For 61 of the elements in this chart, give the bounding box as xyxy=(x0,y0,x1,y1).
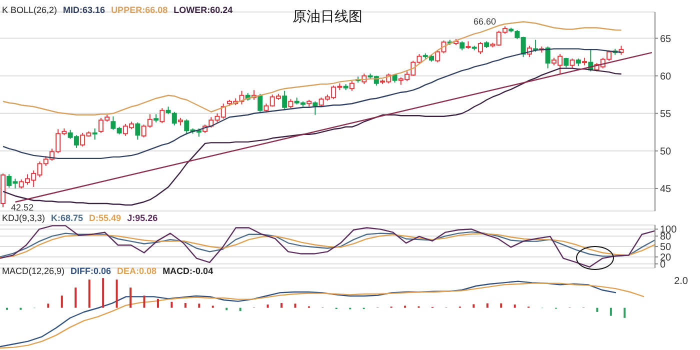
bar xyxy=(472,304,475,308)
candlestick xyxy=(160,108,165,124)
y-tick-label: 65 xyxy=(660,34,672,45)
bar xyxy=(266,304,269,308)
y-tick-label: 45 xyxy=(660,184,672,196)
bar xyxy=(198,304,200,308)
text: MID:63.16 xyxy=(63,5,106,15)
bar xyxy=(294,304,296,308)
series-label: K:68.75 xyxy=(51,213,84,223)
candlestick xyxy=(478,42,483,55)
bar xyxy=(102,278,104,308)
annotation: 66.60 xyxy=(473,16,496,26)
candlestick xyxy=(312,100,318,116)
text: DEA:0.08 xyxy=(117,266,157,276)
candlestick xyxy=(288,98,294,109)
candlestick xyxy=(570,58,575,69)
candlestick xyxy=(172,111,177,126)
candlestick xyxy=(258,93,263,112)
bar xyxy=(60,296,63,308)
text: LOWER:60.24 xyxy=(174,5,233,15)
line-series xyxy=(0,225,656,268)
bar xyxy=(116,280,118,308)
candlestick xyxy=(282,90,288,110)
y-tick-label: 0 xyxy=(660,259,666,270)
chart-title: 原油日线图 xyxy=(292,10,362,25)
candlestick xyxy=(135,122,140,140)
bar xyxy=(130,288,132,308)
bar xyxy=(184,303,186,308)
text: DIFF:0.06 xyxy=(70,266,112,276)
bar xyxy=(88,280,90,308)
bar xyxy=(280,303,283,308)
y-tick-label: 50 xyxy=(660,242,672,254)
y-tick-label: 50 xyxy=(660,146,672,158)
bar xyxy=(500,303,502,308)
annotation: 2.0 xyxy=(674,276,688,287)
bar xyxy=(486,303,488,308)
bar xyxy=(610,308,612,316)
bar xyxy=(170,302,173,308)
bar xyxy=(596,308,598,312)
bar xyxy=(624,308,626,318)
candlestick xyxy=(92,128,98,140)
bar xyxy=(156,298,159,308)
series-label: J:95.26 xyxy=(127,213,158,223)
chart-subtitle: MACD(12,26,9) xyxy=(2,266,65,276)
chart-subtitle: KDJ(9,3,3) xyxy=(2,213,46,223)
bar xyxy=(514,304,516,308)
bar xyxy=(74,288,77,308)
y-tick-label: 55 xyxy=(660,108,672,120)
y-tick-label: 60 xyxy=(660,71,672,82)
candlestick xyxy=(349,80,354,92)
candlestick xyxy=(460,40,465,51)
bar xyxy=(47,304,50,308)
candlestick xyxy=(545,46,550,69)
series-label: D:55.49 xyxy=(89,213,122,223)
text: UPPER:66.08 xyxy=(111,5,168,15)
annotation: 42.52 xyxy=(11,202,34,212)
annotation: MACD:-0.04 xyxy=(162,266,214,276)
candlestick xyxy=(618,45,624,56)
chart-subtitle: K BOLL(26,2) xyxy=(2,5,58,15)
bar xyxy=(239,308,242,312)
bar xyxy=(143,296,146,308)
